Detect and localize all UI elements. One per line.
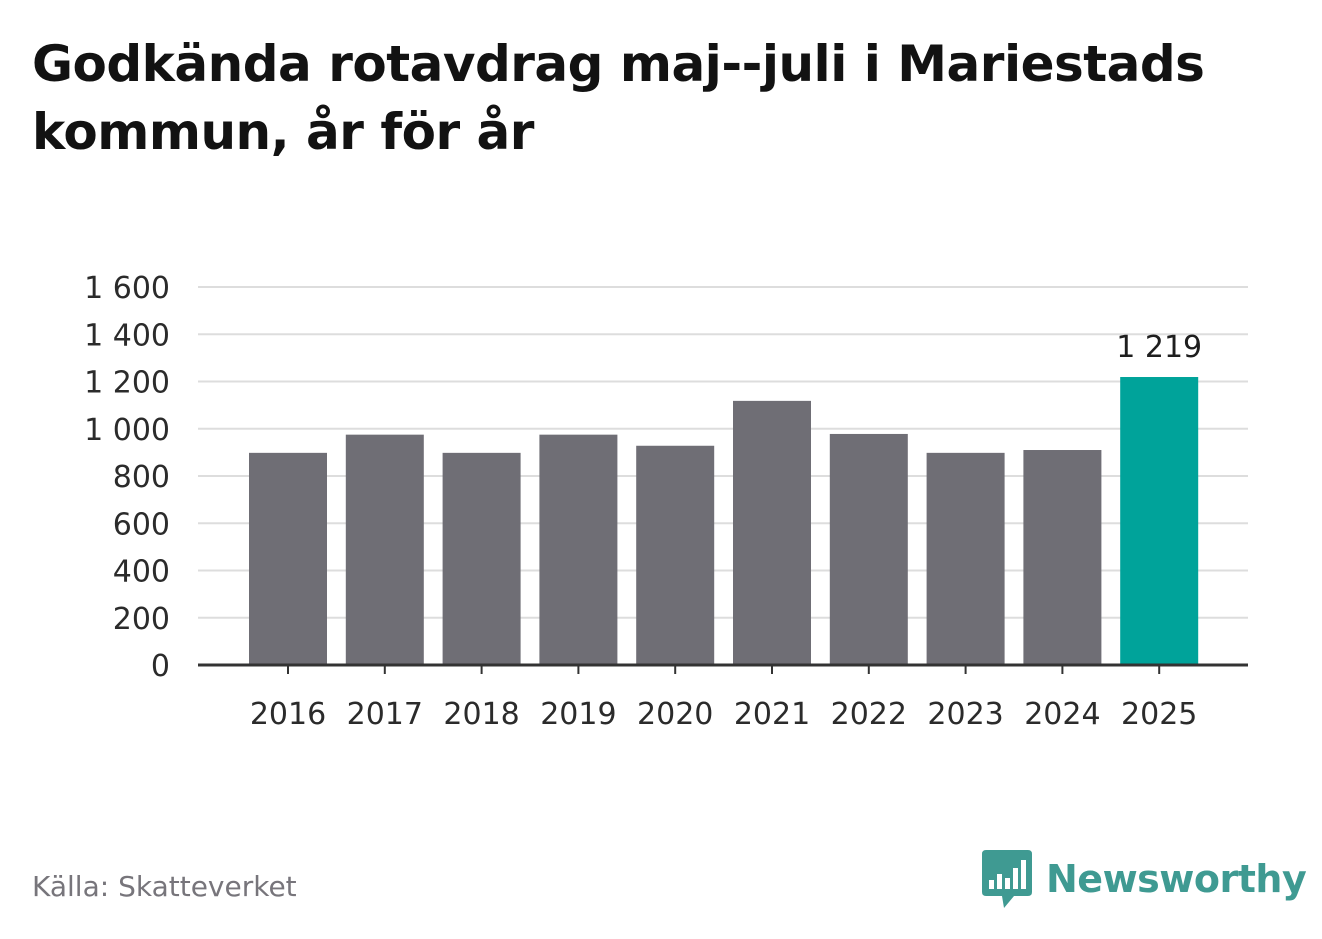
x-tick-label: 2020	[637, 697, 713, 732]
data-label: 1 219	[1116, 330, 1202, 365]
bar-2024	[1023, 450, 1102, 665]
y-tick-label: 1 400	[84, 318, 170, 353]
bar-2020	[636, 445, 715, 665]
bar-2022	[829, 433, 908, 665]
x-tick-label: 2019	[540, 697, 616, 732]
bar-2025	[1120, 377, 1199, 665]
x-tick-label: 2021	[734, 697, 810, 732]
x-tick-label: 2016	[250, 697, 326, 732]
chart-title: Godkända rotavdrag maj--juli i Mariestad…	[32, 35, 1205, 161]
brand-logo[interactable]: Newsworthy	[982, 850, 1307, 908]
y-tick-label: 1 200	[84, 366, 170, 401]
y-tick-label: 600	[113, 507, 170, 542]
axes	[198, 663, 1248, 674]
bar-2018	[442, 452, 521, 665]
x-tick-label: 2022	[831, 697, 907, 732]
y-tick-label: 400	[113, 555, 170, 590]
bar-2016	[249, 452, 327, 665]
x-tick-label: 2023	[927, 697, 1003, 732]
x-tick-label: 2018	[443, 697, 519, 732]
x-tick-label: 2025	[1121, 697, 1197, 732]
y-tick-label: 200	[113, 602, 170, 637]
bars	[249, 377, 1199, 665]
bar-chart-speech-bubble-icon	[982, 850, 1032, 908]
brand-name: Newsworthy	[1046, 857, 1307, 901]
labels: 0 200 400 600 800 1 000 1 200 1 400 1 600 2016 201…	[84, 271, 1202, 732]
y-tick-label: 1 000	[84, 413, 170, 448]
bar-2021	[733, 400, 811, 665]
bar-2023	[926, 452, 1005, 665]
bar-2019	[539, 434, 618, 665]
source-note: Källa: Skatteverket	[32, 870, 297, 903]
y-tick-label: 800	[113, 460, 170, 495]
bar-2017	[345, 434, 424, 665]
x-tick-label: 2017	[347, 697, 423, 732]
x-tick-label: 2024	[1024, 697, 1100, 732]
y-tick-label: 0	[151, 649, 170, 684]
y-tick-label: 1 600	[84, 271, 170, 306]
